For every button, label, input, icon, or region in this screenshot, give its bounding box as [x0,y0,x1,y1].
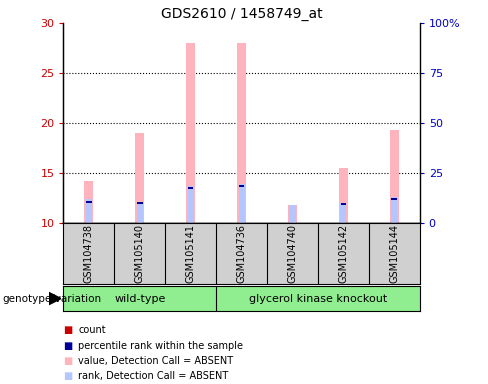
Text: ■: ■ [63,325,73,335]
Bar [86,200,92,203]
Text: glycerol kinase knockout: glycerol kinase knockout [249,293,387,304]
Polygon shape [49,293,61,305]
Title: GDS2610 / 1458749_at: GDS2610 / 1458749_at [161,7,323,21]
Text: GSM105142: GSM105142 [338,224,348,283]
Bar [389,130,399,223]
Text: ■: ■ [63,341,73,351]
Text: genotype/variation: genotype/variation [2,293,102,304]
Text: GSM105141: GSM105141 [185,224,196,283]
Bar [340,203,346,223]
Text: ■: ■ [63,371,73,381]
Bar [137,202,142,204]
Bar [188,187,193,189]
Bar [84,181,94,223]
Bar [239,185,244,187]
Text: percentile rank within the sample: percentile rank within the sample [78,341,243,351]
Text: ■: ■ [63,356,73,366]
Bar [391,197,397,223]
Bar [289,205,296,223]
Text: GSM104738: GSM104738 [84,224,94,283]
Bar [239,184,244,223]
Bar [288,205,297,223]
Text: count: count [78,325,106,335]
Bar [237,43,246,223]
Bar [187,186,194,223]
Bar [137,202,143,223]
Bar [339,168,348,223]
Text: rank, Detection Call = ABSENT: rank, Detection Call = ABSENT [78,371,228,381]
Text: value, Detection Call = ABSENT: value, Detection Call = ABSENT [78,356,233,366]
Text: wild-type: wild-type [114,293,165,304]
Text: GSM104736: GSM104736 [237,224,246,283]
Bar [135,133,144,223]
Text: GSM105144: GSM105144 [389,224,399,283]
Text: GSM104740: GSM104740 [287,224,298,283]
Bar [86,199,92,223]
Bar [391,197,397,200]
Text: GSM105140: GSM105140 [135,224,145,283]
Bar [341,202,346,205]
Bar [186,43,195,223]
